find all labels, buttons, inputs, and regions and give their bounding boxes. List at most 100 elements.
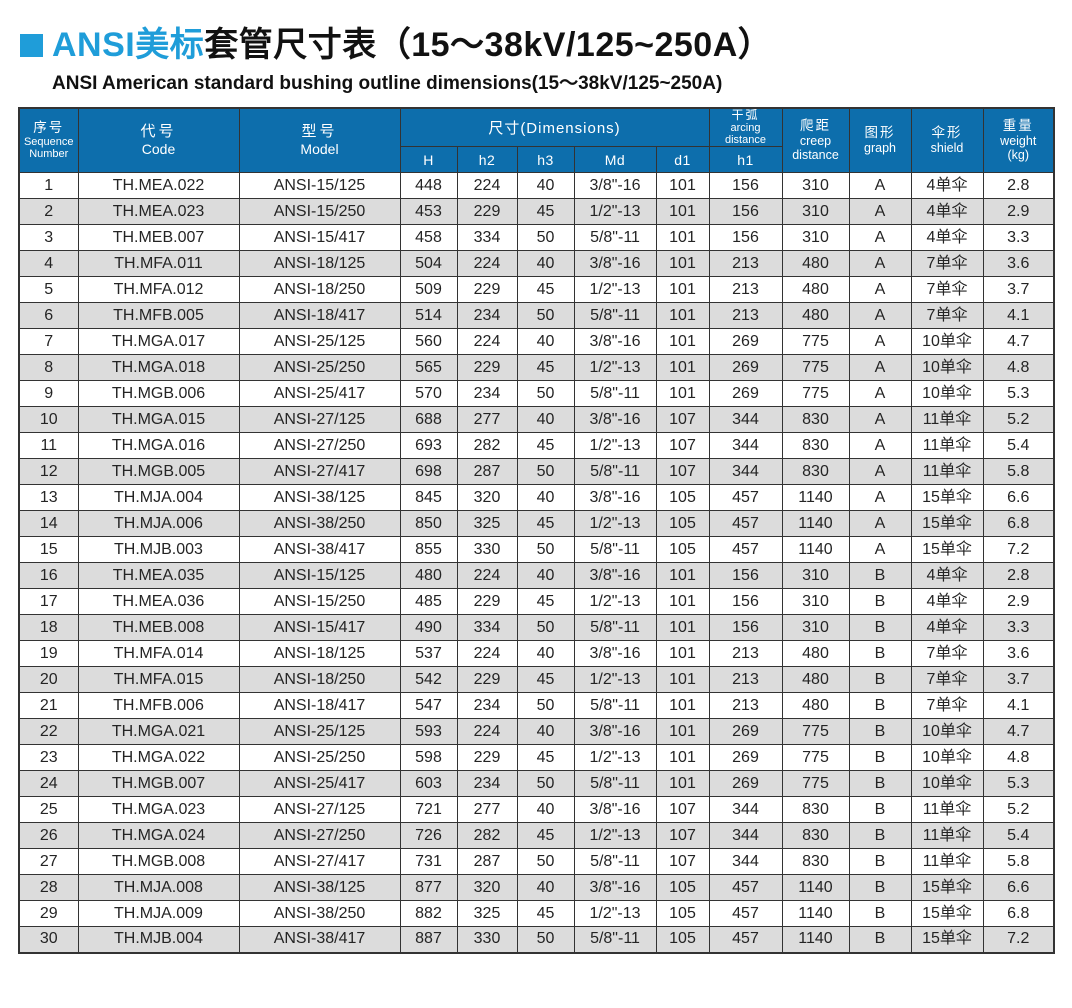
cell-graph: A: [848, 172, 912, 200]
cell-code: TH.MJA.006: [77, 510, 240, 538]
table-row: 20 TH.MFA.015 ANSI-18/250 542 229 45 1/2"-13 10…: [18, 666, 1055, 694]
cell-shield: 11单伞: [910, 432, 984, 460]
cell-shield: 10单伞: [910, 328, 984, 356]
cell-model: ANSI-27/125: [238, 406, 401, 434]
cell-graph: A: [848, 432, 912, 460]
cell-seq: 14: [18, 510, 79, 538]
cell-creep: 480: [781, 692, 850, 720]
cell-h1: 344: [708, 432, 783, 460]
cell-creep: 480: [781, 250, 850, 278]
cell-Md: 1/2"-13: [573, 276, 657, 304]
cell-shield: 15单伞: [910, 926, 984, 954]
cell-Md: 5/8"-11: [573, 926, 657, 954]
cell-d1: 101: [655, 354, 710, 382]
cell-graph: A: [848, 302, 912, 330]
cell-Md: 1/2"-13: [573, 510, 657, 538]
cell-weight: 4.8: [982, 744, 1055, 772]
cell-code: TH.MGA.016: [77, 432, 240, 460]
table-row: 7 TH.MGA.017 ANSI-25/125 560 224 40 3/8"-16 101…: [18, 328, 1055, 356]
table-row: 1 TH.MEA.022 ANSI-15/125 448 224 40 3/8"-16 101…: [18, 172, 1055, 200]
cell-creep: 310: [781, 588, 850, 616]
cell-weight: 7.2: [982, 926, 1055, 954]
cell-model: ANSI-38/417: [238, 926, 401, 954]
cell-H: 514: [399, 302, 458, 330]
cell-Md: 3/8"-16: [573, 328, 657, 356]
cell-code: TH.MEB.007: [77, 224, 240, 252]
cell-d1: 101: [655, 328, 710, 356]
cell-weight: 6.6: [982, 874, 1055, 902]
cell-shield: 4单伞: [910, 224, 984, 252]
cell-shield: 7单伞: [910, 692, 984, 720]
cell-h2: 234: [456, 380, 518, 408]
cell-model: ANSI-27/417: [238, 458, 401, 486]
cell-h1: 457: [708, 536, 783, 564]
cell-graph: B: [848, 848, 912, 876]
cell-h3: 40: [516, 484, 575, 512]
table-row: 26 TH.MGA.024 ANSI-27/250 726 282 45 1/2"-13 10…: [18, 822, 1055, 850]
cell-creep: 1140: [781, 926, 850, 954]
cell-weight: 3.3: [982, 224, 1055, 252]
cell-model: ANSI-15/250: [238, 198, 401, 226]
cell-model: ANSI-18/250: [238, 666, 401, 694]
cell-graph: A: [848, 458, 912, 486]
cell-code: TH.MGA.021: [77, 718, 240, 746]
cell-graph: B: [848, 926, 912, 954]
cell-seq: 24: [18, 770, 79, 798]
cell-H: 855: [399, 536, 458, 564]
cell-H: 509: [399, 276, 458, 304]
cell-seq: 3: [18, 224, 79, 252]
cell-h3: 50: [516, 770, 575, 798]
cell-weight: 6.6: [982, 484, 1055, 512]
cell-shield: 15单伞: [910, 484, 984, 512]
cell-H: 731: [399, 848, 458, 876]
cell-h2: 229: [456, 588, 518, 616]
table-row: 5 TH.MFA.012 ANSI-18/250 509 229 45 1/2"-13 101…: [18, 276, 1055, 304]
cell-creep: 775: [781, 328, 850, 356]
cell-shield: 4单伞: [910, 172, 984, 200]
cell-seq: 2: [18, 198, 79, 226]
cell-code: TH.MEA.022: [77, 172, 240, 200]
cell-h1: 156: [708, 172, 783, 200]
cell-h3: 45: [516, 666, 575, 694]
cell-h3: 50: [516, 380, 575, 408]
cell-graph: A: [848, 510, 912, 538]
cell-seq: 25: [18, 796, 79, 824]
cell-H: 504: [399, 250, 458, 278]
cell-d1: 101: [655, 588, 710, 616]
cell-creep: 830: [781, 432, 850, 460]
cell-Md: 5/8"-11: [573, 224, 657, 252]
cell-code: TH.MGA.015: [77, 406, 240, 434]
col-header-model: 型号 Model: [238, 107, 401, 174]
cell-shield: 10单伞: [910, 354, 984, 382]
cell-weight: 4.7: [982, 328, 1055, 356]
cell-creep: 310: [781, 614, 850, 642]
cell-code: TH.MGB.008: [77, 848, 240, 876]
cell-d1: 101: [655, 250, 710, 278]
col-header-dimensions: 尺寸(Dimensions): [399, 107, 710, 148]
cell-weight: 5.2: [982, 796, 1055, 824]
cell-seq: 18: [18, 614, 79, 642]
cell-creep: 830: [781, 822, 850, 850]
cell-seq: 17: [18, 588, 79, 616]
cell-shield: 10单伞: [910, 718, 984, 746]
cell-graph: B: [848, 588, 912, 616]
cell-weight: 2.9: [982, 198, 1055, 226]
table-row: 22 TH.MGA.021 ANSI-25/125 593 224 40 3/8"-16 10…: [18, 718, 1055, 746]
cell-h2: 234: [456, 692, 518, 720]
cell-creep: 830: [781, 848, 850, 876]
cell-h2: 229: [456, 276, 518, 304]
page-title: ANSI美标套管尺寸表（15～38kV/125~250A）: [20, 26, 1072, 64]
cell-h2: 325: [456, 510, 518, 538]
title-brand: ANSI美标: [52, 26, 205, 64]
cell-d1: 107: [655, 796, 710, 824]
cell-h2: 224: [456, 328, 518, 356]
cell-Md: 1/2"-13: [573, 744, 657, 772]
cell-code: TH.MFA.015: [77, 666, 240, 694]
cell-graph: B: [848, 796, 912, 824]
cell-h1: 269: [708, 328, 783, 356]
page-title-text: ANSI美标套管尺寸表（15～38kV/125~250A）: [52, 26, 772, 64]
cell-Md: 3/8"-16: [573, 484, 657, 512]
cell-d1: 101: [655, 172, 710, 200]
cell-code: TH.MGA.022: [77, 744, 240, 772]
cell-H: 480: [399, 562, 458, 590]
